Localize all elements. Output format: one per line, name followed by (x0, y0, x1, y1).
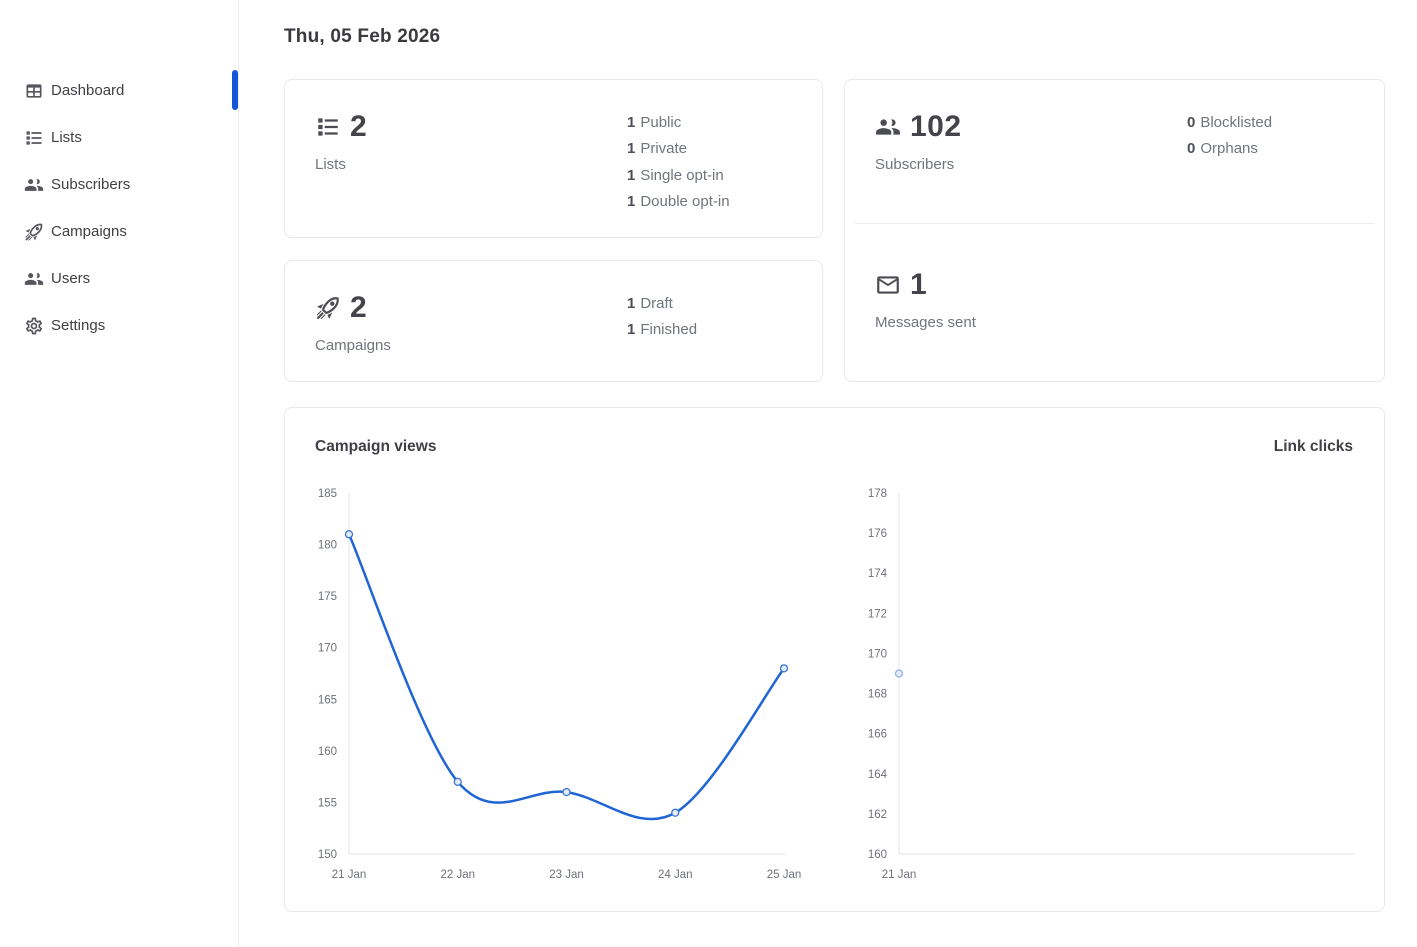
charts-card: Campaign views Link clicks 185 180 175 170 1… (284, 407, 1385, 912)
subscribers-count: 102 (910, 110, 962, 143)
svg-text:176: 176 (868, 528, 887, 540)
svg-text:170: 170 (318, 643, 337, 655)
sidebar-item-label: Subscribers (51, 176, 131, 193)
list-item: 0 Orphans (1187, 140, 1258, 158)
lists-stat-list: 1 Public 1 Private 1 Single opt-in 1 Double … (627, 110, 730, 215)
list-item: 0 Blocklisted (1187, 114, 1273, 131)
sidebar-item-label: Dashboard (51, 82, 125, 99)
campaigns-count: 2 (350, 291, 368, 324)
email-icon (875, 272, 901, 298)
svg-text:160: 160 (868, 849, 887, 861)
page-date: Thu, 05 Feb 2026 (284, 26, 441, 47)
subscribers-stat-list: 0 Blocklisted 0 Orphans (1187, 110, 1272, 163)
svg-text:150: 150 (318, 849, 337, 861)
svg-text:165: 165 (318, 694, 337, 706)
svg-text:174: 174 (868, 568, 888, 580)
svg-text:168: 168 (868, 689, 887, 701)
svg-text:24 Jan: 24 Jan (658, 869, 693, 881)
lists-card-body: 2 Lists (285, 80, 822, 173)
svg-text:178: 178 (868, 488, 887, 500)
lists-stat-head: 2 (315, 110, 792, 144)
messages-block: 1 Messages sent (845, 224, 1384, 331)
list-item: 1 Private (627, 140, 688, 158)
users-icon (24, 269, 44, 289)
campaigns-card-body: 2 Campaigns (285, 261, 822, 354)
svg-text:172: 172 (868, 608, 887, 620)
campaigns-icon (315, 295, 341, 321)
svg-text:21 Jan: 21 Jan (882, 869, 917, 881)
list-item: 1 Single opt-in (627, 166, 724, 184)
list-item: 1 Draft (627, 295, 673, 312)
lists-icon (315, 114, 341, 140)
subscribers-block: 102 Subscribers (845, 80, 1384, 223)
svg-text:170: 170 (868, 648, 887, 660)
dashboard-icon (24, 81, 44, 101)
subscribers-messages-card: 102 Subscribers 0 Blocklisted 0 Orphans (844, 79, 1385, 382)
svg-text:180: 180 (318, 540, 337, 552)
charts-plot-area: 185 180 175 170 165 160 155 150 21 Jan 22 Jan 23 J… (318, 488, 1355, 881)
sidebar-item-label: Lists (51, 129, 82, 146)
lists-label: Lists (315, 156, 346, 173)
sidebar-item-users[interactable]: Users (0, 255, 238, 302)
sidebar-item-label: Users (51, 270, 91, 287)
svg-text:25 Jan: 25 Jan (767, 869, 802, 881)
campaigns-card: 2 Campaigns 1 Draft 1 Finished (284, 260, 823, 382)
card-divider (855, 223, 1374, 224)
lists-count: 2 (350, 110, 368, 143)
sidebar-item-label: Campaigns (51, 223, 127, 240)
subscribers-icon (24, 175, 44, 195)
main-content: Thu, 05 Feb 2026 2 Lists (239, 0, 1417, 947)
settings-icon (24, 316, 44, 336)
list-item: 1 Double opt-in (627, 192, 730, 210)
svg-text:175: 175 (318, 591, 337, 603)
svg-text:21 Jan: 21 Jan (332, 869, 367, 881)
list-item: 1 Finished (627, 321, 698, 339)
campaign-views-title: Campaign views (315, 438, 437, 455)
svg-text:164: 164 (868, 769, 888, 781)
sidebar-item-dashboard[interactable]: Dashboard (0, 67, 238, 114)
lists-card: 2 Lists 1 Public 1 Private 1 Single opt-in … (284, 79, 823, 238)
campaigns-icon (24, 222, 44, 242)
active-indicator (232, 70, 238, 110)
sidebar-item-subscribers[interactable]: Subscribers (0, 161, 238, 208)
subscribers-icon (875, 114, 901, 140)
svg-text:160: 160 (318, 746, 337, 758)
svg-text:23 Jan: 23 Jan (549, 869, 584, 881)
stats-cards-grid: 2 Lists 1 Public 1 Private 1 Single opt-in … (284, 79, 1385, 382)
svg-text:22 Jan: 22 Jan (440, 869, 475, 881)
stats-left-column: 2 Lists 1 Public 1 Private 1 Single opt-in … (284, 79, 823, 382)
sidebar-item-label: Settings (51, 317, 106, 334)
subscribers-stat-head: 102 (875, 110, 1354, 144)
link-clicks-title: Link clicks (1273, 438, 1353, 455)
sidebar-item-lists[interactable]: Lists (0, 114, 238, 161)
messages-stat-head: 1 (875, 268, 1354, 302)
messages-label: Messages sent (875, 314, 976, 331)
sidebar-item-settings[interactable]: Settings (0, 302, 238, 349)
sidebar-nav: Dashboard Lists Subscribers Campaigns (0, 67, 238, 349)
list-item: 1 Public (627, 114, 682, 131)
svg-text:155: 155 (318, 797, 337, 809)
svg-text:185: 185 (318, 488, 337, 500)
campaigns-stat-list: 1 Draft 1 Finished (627, 291, 697, 344)
sidebar: Dashboard Lists Subscribers Campaigns (0, 0, 239, 947)
campaigns-stat-head: 2 (315, 291, 792, 325)
lists-icon (24, 128, 44, 148)
sidebar-item-campaigns[interactable]: Campaigns (0, 208, 238, 255)
stats-right-column: 102 Subscribers 0 Blocklisted 0 Orphans (844, 79, 1385, 382)
svg-text:162: 162 (868, 809, 887, 821)
messages-count: 1 (910, 268, 928, 301)
campaigns-label: Campaigns (315, 337, 391, 354)
svg-text:166: 166 (868, 729, 887, 741)
subscribers-label: Subscribers (875, 156, 955, 173)
